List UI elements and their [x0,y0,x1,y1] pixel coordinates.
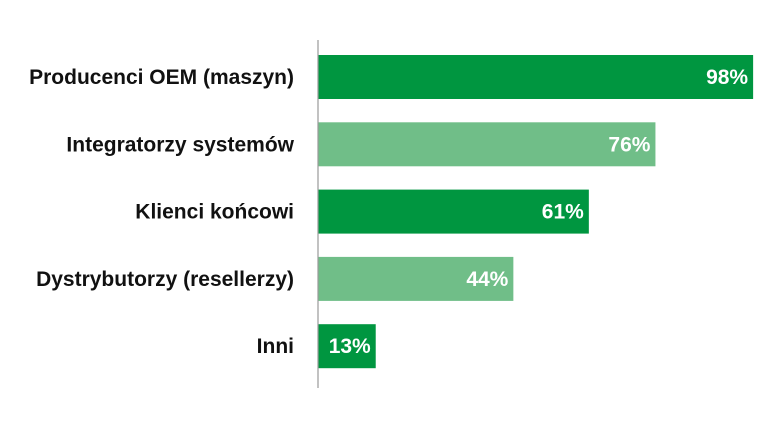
category-label-4: Dystrybutorzy (resellerzy) [36,268,294,291]
bar-2 [318,122,656,167]
bars-layer: Producenci OEM (maszyn) 98% Integratorzy s… [29,55,754,369]
value-label-4: 44% [466,268,508,291]
bar-4 [318,256,514,301]
value-label-1: 98% [706,66,748,89]
value-label-3: 61% [542,201,584,224]
category-label-5: Inni [257,335,294,358]
category-label-2: Integratorzy systemów [66,133,294,156]
category-label-3: Klienci końcowi [135,201,294,224]
value-label-2: 76% [608,133,650,156]
value-label-5: 13% [329,335,371,358]
bar-3 [318,189,589,234]
bar-1 [318,55,754,99]
bar-5 [318,324,376,369]
category-label-1: Producenci OEM (maszyn) [29,66,294,89]
